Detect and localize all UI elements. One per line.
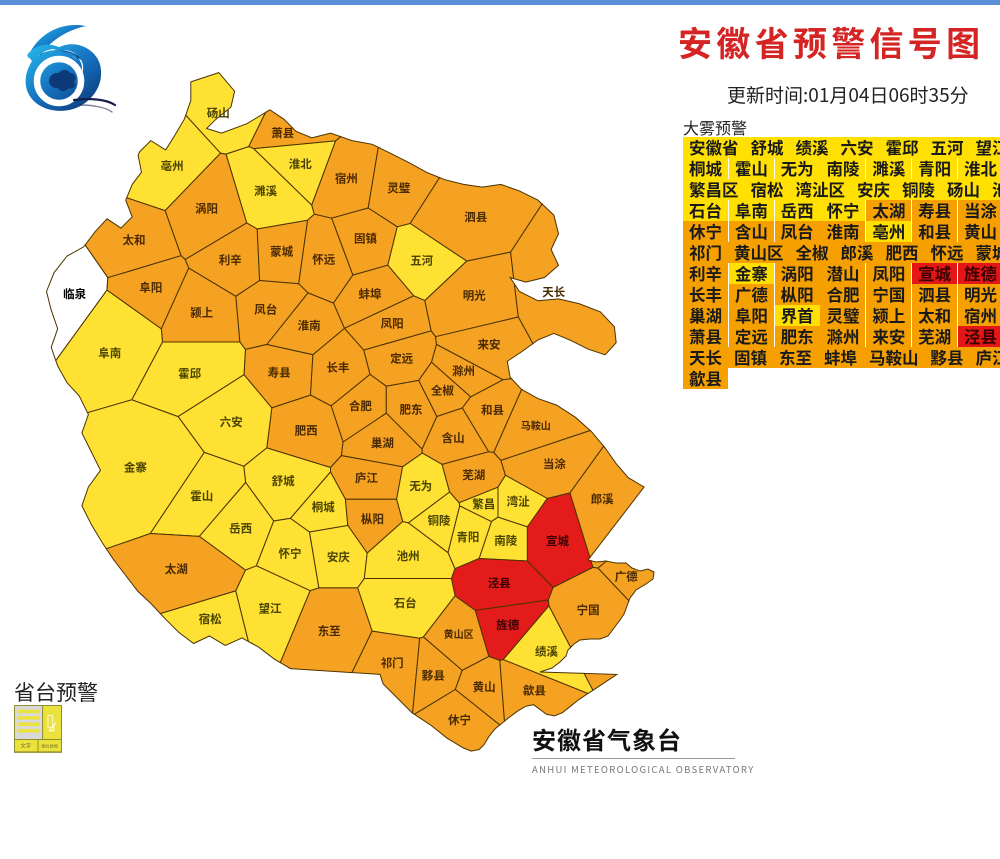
svg-text:定远: 定远: [390, 350, 413, 366]
svg-text:固镇: 固镇: [354, 231, 377, 247]
svg-text:凤阳: 凤阳: [381, 315, 404, 331]
svg-text:湾沚: 湾沚: [507, 493, 530, 509]
svg-text:泾县: 泾县: [488, 575, 511, 591]
svg-text:霍邱: 霍邱: [178, 365, 201, 381]
svg-text:蚌埠: 蚌埠: [359, 286, 382, 302]
svg-text:文字: 文字: [20, 742, 31, 750]
svg-text:怀宁: 怀宁: [279, 545, 302, 561]
svg-text:图片新闻: 图片新闻: [42, 743, 58, 750]
svg-text:南陵: 南陵: [494, 533, 517, 549]
svg-text:繁昌: 繁昌: [472, 496, 495, 512]
svg-text:宿松: 宿松: [199, 611, 222, 627]
svg-text:濉溪: 濉溪: [254, 183, 277, 199]
svg-text:阜阳: 阜阳: [139, 279, 162, 295]
svg-text:砀山: 砀山: [207, 105, 230, 121]
svg-text:黄山: 黄山: [473, 679, 496, 695]
svg-text:马鞍山: 马鞍山: [521, 417, 551, 432]
svg-text:旌德: 旌德: [496, 617, 519, 633]
svg-text:无为: 无为: [409, 478, 432, 494]
svg-text:宣城: 宣城: [546, 533, 569, 549]
svg-text:合肥: 合肥: [349, 398, 372, 414]
svg-text:霍山: 霍山: [190, 488, 213, 504]
svg-text:望江: 望江: [259, 601, 282, 617]
svg-text:芜湖: 芜湖: [462, 467, 485, 483]
svg-text:东至: 东至: [318, 623, 341, 639]
svg-text:淮南: 淮南: [298, 318, 321, 334]
svg-text:寿县: 寿县: [268, 365, 291, 381]
svg-text:太湖: 太湖: [165, 561, 188, 577]
svg-text:肥东: 肥东: [400, 401, 423, 417]
svg-text:当涂: 当涂: [543, 456, 566, 472]
svg-text:黄山区: 黄山区: [444, 626, 474, 641]
svg-text:怀远: 怀远: [312, 252, 335, 268]
svg-text:灵璧: 灵璧: [387, 180, 410, 196]
svg-text:全椒: 全椒: [431, 383, 454, 399]
svg-text:枞阳: 枞阳: [361, 511, 384, 527]
svg-text:青阳: 青阳: [456, 529, 479, 545]
svg-text:安庆: 安庆: [327, 549, 350, 565]
svg-text:祁门: 祁门: [381, 655, 404, 671]
svg-text:凤台: 凤台: [254, 302, 277, 318]
svg-text:含山: 含山: [442, 430, 465, 446]
svg-text:舒城: 舒城: [272, 473, 295, 489]
svg-text:绩溪: 绩溪: [535, 643, 558, 659]
svg-text:歙县: 歙县: [523, 683, 546, 699]
svg-text:石台: 石台: [394, 595, 417, 611]
svg-text:五河: 五河: [410, 253, 433, 269]
svg-text:泗县: 泗县: [464, 209, 487, 225]
svg-text:肥西: 肥西: [295, 422, 318, 438]
svg-text:巢湖: 巢湖: [371, 435, 394, 451]
svg-text:天长: 天长: [542, 284, 565, 300]
svg-text:利辛: 利辛: [219, 252, 242, 268]
svg-text:六安: 六安: [220, 414, 243, 430]
svg-text:铜陵: 铜陵: [428, 512, 451, 528]
svg-text:临泉: 临泉: [63, 286, 86, 302]
svg-text:广德: 广德: [615, 568, 638, 584]
svg-text:阜南: 阜南: [98, 345, 121, 361]
svg-text:长丰: 长丰: [326, 360, 349, 376]
svg-text:庐江: 庐江: [355, 470, 378, 486]
svg-text:萧县: 萧县: [271, 125, 294, 141]
svg-text:池州: 池州: [397, 548, 420, 564]
svg-text:亳州: 亳州: [161, 158, 184, 174]
svg-text:黟县: 黟县: [422, 667, 445, 683]
svg-text:宿州: 宿州: [335, 171, 358, 187]
svg-text:明光: 明光: [463, 287, 486, 303]
svg-text:涡阳: 涡阳: [195, 200, 218, 216]
svg-text:和县: 和县: [481, 402, 504, 418]
svg-text:桐城: 桐城: [312, 499, 335, 515]
svg-text:郎溪: 郎溪: [591, 491, 614, 507]
svg-text:宁国: 宁国: [577, 602, 600, 618]
svg-text:蒙城: 蒙城: [270, 243, 293, 259]
svg-text:岳西: 岳西: [229, 520, 252, 536]
svg-text:颍上: 颍上: [190, 304, 213, 320]
svg-text:淮北: 淮北: [289, 156, 312, 172]
svg-text:来安: 来安: [478, 336, 501, 352]
svg-text:滁州: 滁州: [452, 363, 475, 379]
svg-text:金寨: 金寨: [124, 460, 147, 476]
svg-text:休宁: 休宁: [448, 712, 471, 728]
svg-text:太和: 太和: [123, 232, 146, 248]
